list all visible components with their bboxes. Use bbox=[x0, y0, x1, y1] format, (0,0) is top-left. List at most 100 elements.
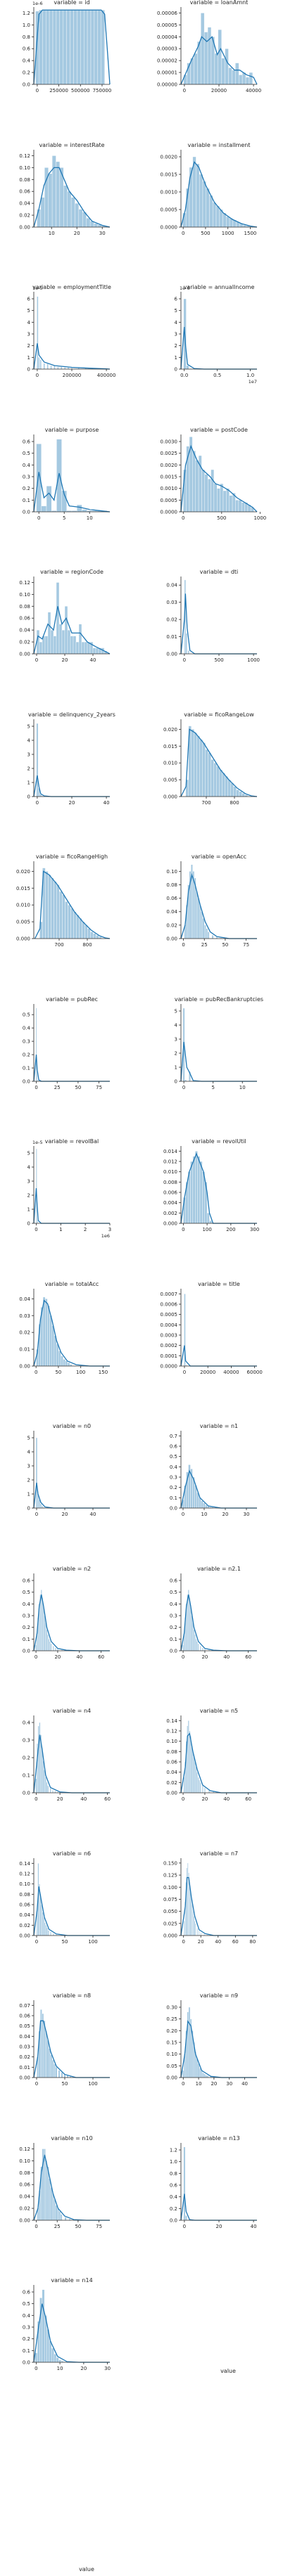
histogram-bar bbox=[245, 77, 250, 85]
x-tick-label: 75 bbox=[96, 2224, 102, 2229]
x-tick-label: 700 bbox=[201, 800, 211, 806]
y-tick-label: 0.3 bbox=[23, 1038, 30, 1044]
histogram-bar bbox=[51, 2059, 54, 2078]
x-tick-label: 50 bbox=[222, 942, 228, 948]
histogram-bar bbox=[47, 1929, 49, 1936]
histogram-bar bbox=[197, 898, 200, 939]
y-tick-label: 0.0000 bbox=[161, 509, 178, 515]
y-tick-label: 0.00 bbox=[166, 936, 177, 942]
histogram-bar bbox=[45, 2030, 47, 2078]
y-tick-label: 0.00 bbox=[19, 1933, 30, 1938]
x-tick-label: 0 bbox=[34, 1796, 37, 1802]
histogram-bar bbox=[203, 2073, 206, 2078]
x-tick-label: 20000 bbox=[200, 1370, 215, 1375]
y-tick-label: 0.4 bbox=[23, 2313, 31, 2319]
histogram-bar bbox=[45, 10, 50, 85]
histogram-bar bbox=[42, 1605, 44, 1651]
y-tick-label: 2 bbox=[27, 766, 30, 771]
y-tick-label: 0.0000 bbox=[161, 1363, 178, 1369]
x-tick-label: 75 bbox=[243, 942, 249, 948]
x-tick-label: 10 bbox=[196, 2081, 202, 2087]
histogram-bar bbox=[204, 473, 208, 512]
x-tick-label: 20000 bbox=[211, 88, 227, 94]
y-tick-label: 0.1 bbox=[23, 1773, 30, 1779]
y-tick-label: 0.4 bbox=[23, 462, 31, 468]
y-tick-label: 1 bbox=[27, 355, 30, 361]
x-tick-label: 50 bbox=[62, 1939, 68, 1945]
y-tick-label: 0.00000 bbox=[157, 82, 177, 88]
x-tick-label: 40 bbox=[76, 1654, 82, 1660]
histogram-bar bbox=[60, 2213, 63, 2220]
histogram-bar bbox=[82, 921, 85, 939]
histogram-bar bbox=[59, 10, 63, 85]
x-scale-label: 1e6 bbox=[101, 1233, 110, 1239]
x-tick-label: 20 bbox=[201, 1654, 208, 1660]
histogram-bar bbox=[199, 174, 203, 227]
histogram-bar bbox=[46, 1629, 48, 1651]
histogram-bar bbox=[75, 641, 80, 655]
histogram-bar bbox=[42, 10, 46, 85]
histogram-bar bbox=[188, 2007, 191, 2078]
histogram-bar bbox=[49, 1640, 51, 1651]
histogram-bar bbox=[199, 738, 203, 797]
histogram-bar bbox=[47, 1633, 49, 1651]
y-tick-label: 0.0 bbox=[23, 2360, 30, 2366]
facet-title: variable = n7 bbox=[200, 1850, 238, 1857]
y-tick-label: 0.00004 bbox=[157, 34, 177, 40]
facet-panel-purpose: variable = purpose 0.0 0.1 0.2 0.3 0.4 0.5 0.6 0… bbox=[23, 427, 111, 521]
histogram-bar bbox=[48, 173, 53, 227]
y-tick-label: 0.2 bbox=[23, 1052, 30, 1057]
histogram-bar bbox=[238, 499, 242, 512]
x-tick-label: 500 bbox=[201, 231, 210, 236]
histogram-bar bbox=[54, 2354, 57, 2363]
y-tick-label: 0.2 bbox=[23, 1756, 30, 1761]
histogram-bar bbox=[213, 483, 218, 512]
histogram-bar bbox=[50, 2054, 53, 2078]
y-tick-label: 0.0 bbox=[170, 2217, 177, 2223]
x-tick-label: 60000 bbox=[247, 1370, 263, 1375]
y-tick-label: 0.10 bbox=[166, 2052, 177, 2057]
y-tick-label: 0.02 bbox=[19, 2054, 30, 2060]
histogram-bar bbox=[239, 75, 243, 85]
facet-panel-ficorangehigh: variable = ficoRangeHigh 0.000 0.005 0.010 0… bbox=[16, 854, 111, 948]
y-tick-label: 0.020 bbox=[163, 726, 177, 732]
histogram-bar bbox=[62, 894, 65, 939]
y-tick-label: 0.1 bbox=[23, 1636, 30, 1642]
facet-title: variable = n8 bbox=[53, 1992, 91, 1999]
facet-panel-dti: variable = dti 0.00 0.01 0.02 0.03 0.04 0 500 10… bbox=[166, 569, 260, 663]
x-tick-label: 50 bbox=[62, 2081, 68, 2087]
y-tick-label: 0.06 bbox=[166, 896, 177, 901]
x-tick-label: 40000 bbox=[246, 88, 261, 94]
histogram-bar bbox=[187, 1171, 191, 1224]
histogram-bar bbox=[39, 2009, 42, 2078]
histogram-bar bbox=[46, 2040, 49, 2078]
x-scale-label: 1e7 bbox=[249, 379, 257, 385]
histogram-bar bbox=[44, 1615, 46, 1651]
histogram-bar bbox=[73, 10, 77, 85]
y-tick-label: 0.3 bbox=[23, 474, 30, 479]
histogram-bar bbox=[201, 1500, 203, 1509]
facet-panel-n14: variable = n14 0.0 0.1 0.2 0.3 0.4 0.5 0.6 0 10 20… bbox=[23, 2277, 111, 2371]
histogram-bar bbox=[49, 2340, 52, 2363]
x-tick-label: 150 bbox=[99, 1370, 108, 1375]
y-tick-label: 0.025 bbox=[163, 1921, 177, 1926]
y-tick-label: 0.3 bbox=[170, 1613, 177, 1618]
histogram-bar bbox=[39, 641, 43, 655]
y-tick-label: 0.0030 bbox=[161, 439, 178, 444]
histogram-bar bbox=[34, 2352, 38, 2363]
y-tick-label: 0.04 bbox=[19, 2034, 30, 2040]
histogram-bar bbox=[199, 2068, 201, 2078]
x-tick-label: 0 bbox=[34, 1370, 37, 1375]
histogram-bar bbox=[47, 1785, 49, 1793]
histogram-bar bbox=[101, 10, 105, 85]
facet-panel-delinquency-2years: variable = delinquency_2years 0 1 2 3 4 5 0 20 40 bbox=[27, 711, 115, 806]
kde-line bbox=[180, 326, 257, 370]
facet-title: variable = title bbox=[198, 1281, 240, 1287]
histogram-bar bbox=[187, 1720, 189, 1793]
y-tick-label: 0.12 bbox=[19, 153, 30, 158]
y-tick-label: 1 bbox=[27, 780, 30, 785]
histogram-bar bbox=[45, 1298, 48, 1366]
x-tick-label: 20 bbox=[198, 1939, 204, 1945]
histogram-bar bbox=[43, 363, 45, 370]
